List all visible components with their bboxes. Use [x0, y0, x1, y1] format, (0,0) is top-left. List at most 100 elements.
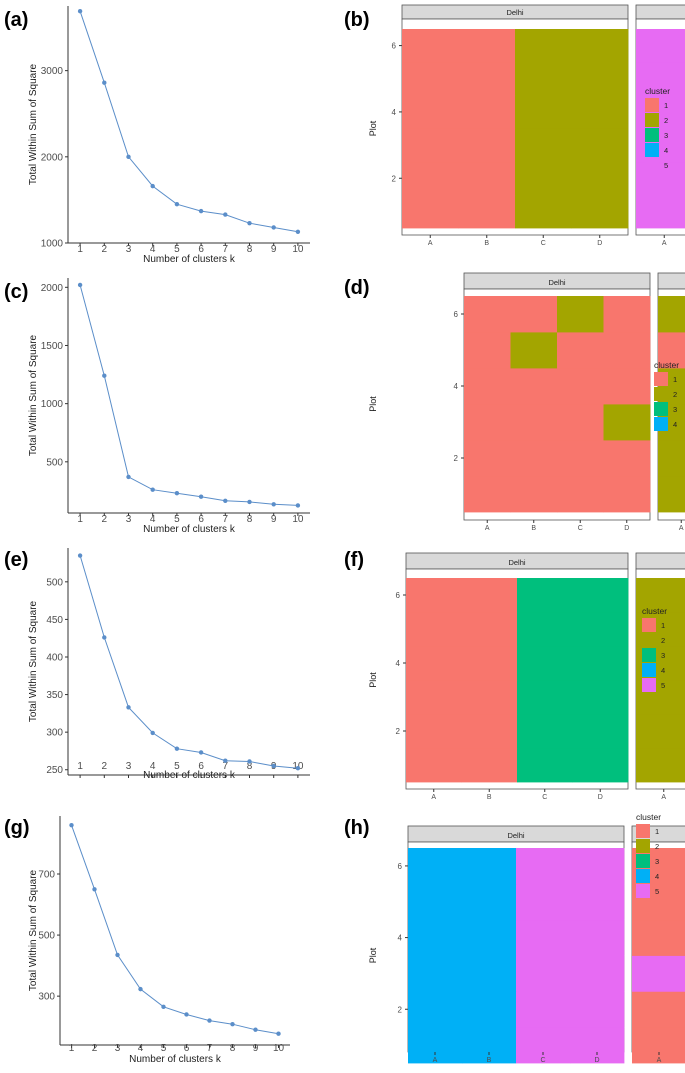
cluster-cell: [406, 714, 462, 749]
x-tick-label: A: [661, 794, 666, 801]
x-tick-label: 8: [247, 244, 253, 255]
legend-label: 4: [673, 420, 677, 429]
y-tick-label: 500: [46, 457, 63, 468]
y-tick-label: 2000: [41, 283, 64, 294]
data-point: [138, 986, 143, 992]
data-point: [77, 8, 83, 14]
x-tick-label: 9: [253, 1043, 259, 1054]
panel-label: (e): [4, 549, 28, 571]
legend-label: 1: [664, 101, 668, 110]
cluster-cell: [570, 991, 625, 1028]
legend-swatch: [642, 678, 656, 692]
cluster-cell: [571, 161, 629, 196]
x-tick-label: B: [531, 525, 536, 532]
x-tick-label: 10: [292, 244, 304, 255]
x-axis-title: Number of clusters k: [129, 1054, 222, 1065]
panel-label: (d): [344, 277, 370, 299]
x-tick-label: 2: [102, 244, 108, 255]
y-tick-label: 450: [46, 615, 63, 626]
cluster-cell: [517, 748, 573, 783]
y-tick-label: 500: [38, 931, 55, 942]
legend-title: cluster: [654, 360, 679, 370]
y-axis-title: Total Within Sum of Square: [28, 334, 39, 456]
x-tick-label: B: [484, 240, 489, 247]
x-tick-label: D: [594, 1057, 599, 1064]
cluster-cell: [510, 440, 558, 477]
cluster-cell: [517, 646, 573, 681]
facet-delhi: Delhi A B C D: [407, 825, 625, 1064]
cluster-cell: [571, 128, 629, 163]
x-tick-label: 3: [126, 514, 132, 525]
cluster-cell: [557, 332, 604, 369]
legend-title: cluster: [645, 86, 670, 96]
x-tick-label: A: [662, 240, 667, 247]
legend-swatch: [642, 618, 656, 632]
cluster-cell: [406, 680, 462, 715]
x-tick-label: 7: [223, 514, 229, 525]
y-tick-label: 400: [46, 652, 63, 663]
cluster-cell: [658, 296, 685, 333]
y-axis-title: Total Within Sum of Square: [28, 869, 39, 991]
cluster-cell: [402, 194, 459, 229]
x-axis-title: Number of clusters k: [143, 770, 236, 781]
legend-swatch: [645, 113, 659, 127]
legend-label: 2: [664, 116, 668, 125]
data-point: [295, 229, 301, 234]
x-tick-label: 6: [198, 244, 204, 255]
cluster-cell: [515, 62, 572, 96]
cluster-cell: [408, 848, 463, 885]
panel-label: (f): [344, 549, 364, 571]
cluster-cell: [603, 368, 651, 405]
data-point: [230, 1022, 235, 1027]
y-tick-label: 6: [454, 310, 459, 319]
data-point: [174, 746, 180, 751]
cluster-cell: [464, 368, 511, 405]
y-tick-label: 6: [396, 591, 401, 600]
legend-label: 2: [673, 390, 677, 399]
data-point: [295, 503, 301, 508]
legend-title: cluster: [642, 606, 667, 616]
cluster-cell: [462, 848, 517, 885]
y-axis-title: Plot: [368, 672, 378, 688]
y-tick-label: 4: [454, 382, 459, 391]
cluster-cell: [517, 714, 573, 749]
cluster-cell: [570, 1027, 625, 1064]
data-point: [223, 758, 228, 763]
cluster-cell: [464, 296, 511, 333]
x-tick-label: 6: [184, 1043, 190, 1054]
cluster-cell: [461, 612, 518, 647]
cluster-cell: [517, 680, 573, 715]
cluster-cell: [515, 161, 572, 196]
legend-label: 3: [664, 131, 668, 140]
cluster-cell: [571, 29, 629, 63]
facet-delhi: Delhi A B C D: [463, 272, 651, 532]
y-tick-label: 2000: [41, 152, 64, 163]
cluster-cell: [408, 883, 463, 921]
legend-label: 1: [655, 827, 659, 836]
data-point: [174, 202, 180, 207]
cluster-cell: [557, 404, 604, 441]
cluster-map-f: (f)246PlotDelhiABCDHaveriABCDNagpurABCDP…: [344, 549, 685, 801]
x-tick-label: 1: [77, 514, 83, 525]
cluster-cell: [572, 748, 629, 783]
data-point: [198, 208, 204, 214]
cluster-cell: [570, 883, 625, 921]
data-point: [150, 730, 155, 736]
cluster-cell: [402, 95, 459, 129]
legend-swatch: [654, 387, 668, 401]
cluster-cell: [464, 404, 511, 441]
cluster-cell: [570, 955, 625, 992]
cluster-cell: [632, 955, 685, 992]
y-tick-label: 4: [392, 108, 397, 117]
cluster-cell: [570, 848, 625, 885]
legend-swatch: [645, 143, 659, 157]
x-tick-label: C: [541, 240, 546, 247]
facet-delhi: Delhi A B C D: [405, 552, 629, 801]
data-point: [77, 282, 83, 288]
x-tick-label: 5: [174, 514, 180, 525]
cluster-cell: [458, 194, 516, 229]
legend: cluster 1 2 3 4 5: [642, 606, 667, 692]
cluster-cell: [406, 748, 462, 783]
data-point: [198, 750, 204, 755]
